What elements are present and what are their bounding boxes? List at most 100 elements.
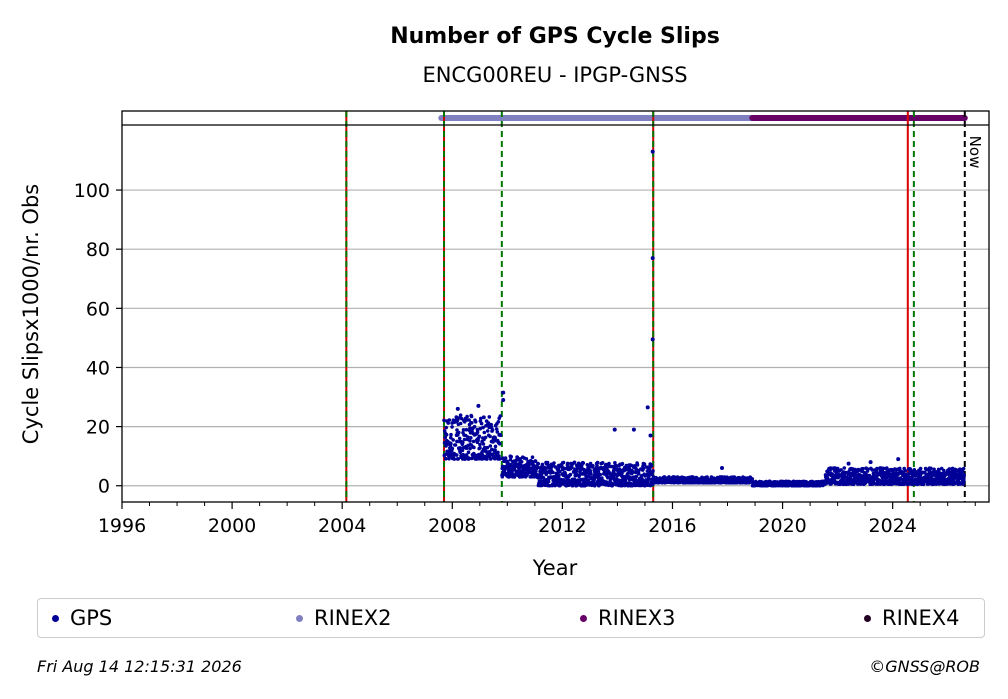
legend-label: RINEX2	[314, 606, 392, 630]
data-point	[839, 468, 843, 472]
data-point	[586, 474, 591, 479]
now-label: Now	[966, 136, 984, 169]
data-point	[570, 465, 574, 469]
data-point	[650, 256, 655, 261]
data-point	[932, 467, 936, 472]
legend-label: RINEX3	[598, 606, 676, 630]
data-point	[642, 462, 647, 467]
data-point	[450, 425, 454, 429]
data-point	[467, 418, 471, 422]
data-point	[452, 457, 457, 461]
data-point	[469, 414, 474, 419]
data-point	[488, 434, 492, 439]
data-point	[472, 445, 476, 450]
data-point	[586, 478, 590, 482]
data-point	[524, 457, 529, 461]
data-point	[536, 476, 541, 480]
data-point	[477, 434, 482, 439]
data-point	[705, 475, 709, 479]
data-point	[444, 425, 449, 430]
data-point	[536, 461, 540, 466]
data-point	[497, 442, 502, 446]
data-point	[466, 450, 471, 455]
data-point	[961, 466, 966, 471]
data-point	[455, 428, 459, 432]
data-point	[468, 446, 472, 451]
data-point	[552, 461, 556, 465]
y-tick-label: 100	[74, 180, 110, 202]
legend-label: RINEX4	[882, 606, 960, 630]
data-point	[907, 475, 911, 480]
data-point	[600, 476, 604, 480]
data-point	[469, 436, 473, 440]
y-tick-label: 20	[86, 417, 110, 439]
data-point	[574, 471, 578, 476]
data-point	[442, 418, 446, 423]
data-point	[495, 430, 500, 434]
data-point	[515, 455, 520, 460]
data-point	[640, 478, 645, 483]
legend-item-rinex2: RINEX2	[296, 599, 392, 637]
data-point	[568, 472, 573, 477]
data-point	[620, 471, 624, 476]
data-point	[461, 440, 465, 445]
data-point	[585, 463, 590, 467]
y-tick-label: 0	[98, 476, 110, 498]
data-point	[481, 442, 486, 446]
data-point	[842, 466, 847, 470]
data-point	[458, 413, 463, 418]
data-point	[647, 474, 651, 478]
data-point	[462, 437, 467, 442]
data-point	[485, 454, 490, 459]
data-point	[457, 436, 462, 441]
data-point	[473, 420, 478, 424]
data-point	[450, 446, 455, 451]
data-point	[443, 435, 448, 440]
data-point	[572, 460, 577, 465]
footer-credit: ©GNSS@ROB	[869, 657, 980, 676]
data-point	[479, 416, 483, 421]
data-point	[464, 446, 469, 451]
data-point	[563, 466, 567, 471]
data-point	[750, 477, 755, 481]
data-point	[924, 467, 929, 472]
data-point	[460, 448, 465, 453]
data-point	[444, 456, 448, 461]
data-point	[611, 482, 615, 487]
data-point	[458, 421, 463, 426]
data-point	[877, 478, 882, 483]
data-point	[565, 461, 570, 466]
data-point	[455, 406, 460, 411]
data-point	[468, 439, 472, 443]
x-tick-label: 1996	[98, 515, 146, 537]
data-point	[868, 460, 873, 465]
gps-marker-icon	[52, 614, 59, 622]
data-point	[478, 446, 482, 450]
data-point	[485, 445, 490, 450]
data-point	[493, 435, 498, 440]
data-point	[631, 427, 636, 432]
data-point	[489, 422, 494, 427]
data-point	[455, 439, 459, 444]
data-point	[596, 470, 601, 474]
data-point	[446, 421, 451, 425]
data-point	[488, 444, 493, 448]
data-point	[960, 469, 965, 474]
data-point	[557, 473, 561, 478]
data-point	[639, 474, 644, 478]
data-point	[540, 462, 545, 467]
data-point	[508, 457, 513, 462]
data-point	[882, 466, 886, 471]
data-point	[875, 466, 879, 471]
data-point	[914, 473, 918, 477]
data-point	[600, 461, 605, 465]
data-point	[620, 461, 625, 466]
x-tick-label: 2020	[758, 515, 806, 537]
data-point	[466, 435, 470, 439]
data-point	[903, 469, 908, 473]
data-point	[844, 470, 848, 475]
data-point	[887, 471, 892, 476]
data-point	[456, 416, 461, 420]
data-point	[501, 390, 506, 395]
data-point	[464, 427, 469, 432]
